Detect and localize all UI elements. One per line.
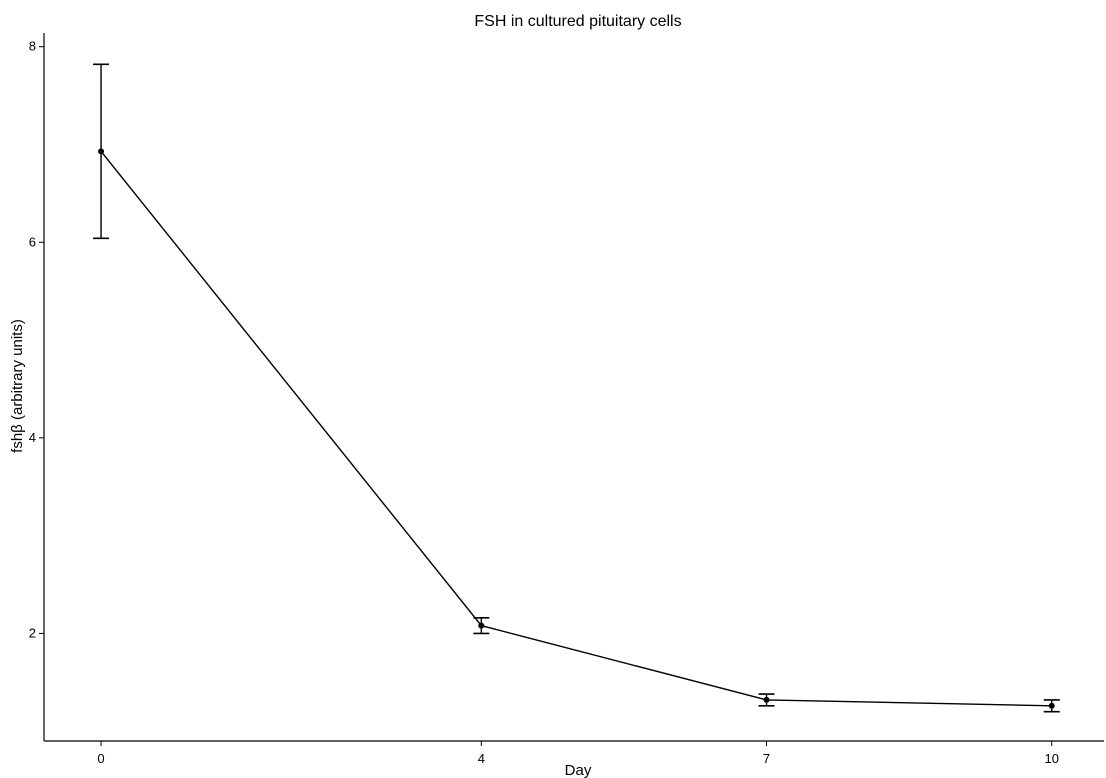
y-tick-label: 2 <box>29 625 36 640</box>
x-tick-label: 10 <box>1044 751 1058 766</box>
data-point <box>478 622 485 629</box>
y-tick-label: 6 <box>29 234 36 249</box>
data-point <box>1048 702 1055 709</box>
series-line <box>100 150 1052 707</box>
y-tick-label: 4 <box>29 430 36 445</box>
y-axis-label: fshβ (arbitrary units) <box>9 319 26 453</box>
x-tick-label: 0 <box>97 751 104 766</box>
x-axis-ticks: 0 4 7 10 <box>97 741 1059 766</box>
y-tick-label: 8 <box>29 39 36 54</box>
series-layer <box>93 63 1060 713</box>
chart-title: FSH in cultured pituitary cells <box>474 13 681 30</box>
x-axis-label: Day <box>565 762 592 778</box>
data-point <box>98 148 105 155</box>
y-axis-ticks: 2 4 6 8 <box>29 39 44 640</box>
x-tick-label: 7 <box>763 751 770 766</box>
data-point <box>763 696 770 703</box>
x-tick-label: 4 <box>478 751 485 766</box>
